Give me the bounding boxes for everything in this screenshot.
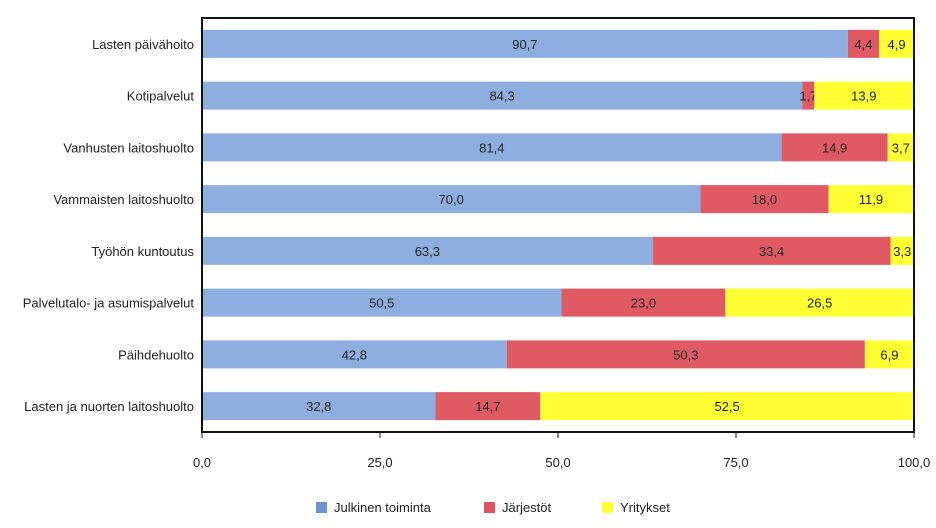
data-label-jarjestot-lasten-paivahoito: 4,4 xyxy=(854,37,872,52)
data-label-julkinen-toiminta-vanhusten-laitoshuolto: 81,4 xyxy=(479,140,504,155)
data-label-yritykset-palvelutalo-ja-asumispalvelut: 26,5 xyxy=(807,296,832,311)
plot-area-frame xyxy=(201,17,915,433)
bar-yritykset-vammaisten-laitoshuolto xyxy=(828,185,914,214)
legend-swatch-julkinen-toiminta xyxy=(316,502,327,513)
category-label-vammaisten-laitoshuolto: Vammaisten laitoshuolto xyxy=(53,192,194,207)
bar-julkinen-toiminta-palvelutalo-ja-asumispalvelut xyxy=(202,288,562,317)
data-label-jarjestot-paihdehuolto: 50,3 xyxy=(673,347,698,362)
data-label-jarjestot-vammaisten-laitoshuolto: 18,0 xyxy=(752,192,777,207)
bar-yritykset-lasten-ja-nuorten-laitoshuolto xyxy=(540,392,914,421)
data-label-jarjestot-vanhusten-laitoshuolto: 14,9 xyxy=(822,140,847,155)
data-label-yritykset-vanhusten-laitoshuolto: 3,7 xyxy=(892,140,910,155)
data-label-yritykset-paihdehuolto: 6,9 xyxy=(880,347,898,362)
bar-jarjestot-palvelutalo-ja-asumispalvelut xyxy=(561,288,726,317)
category-label-vanhusten-laitoshuolto: Vanhusten laitoshuolto xyxy=(63,140,194,155)
bar-julkinen-toiminta-vanhusten-laitoshuolto xyxy=(202,133,782,162)
legend-item-jarjestot: Järjestöt xyxy=(484,500,551,515)
category-label-palvelutalo-ja-asumispalvelut: Palvelutalo- ja asumispalvelut xyxy=(23,296,195,311)
bar-jarjestot-vammaisten-laitoshuolto xyxy=(700,185,829,214)
data-label-jarjestot-tyohon-kuntoutus: 33,4 xyxy=(759,244,784,259)
data-label-yritykset-tyohon-kuntoutus: 3,3 xyxy=(893,244,911,259)
bar-yritykset-lasten-paivahoito xyxy=(879,29,914,58)
legend-item-julkinen-toiminta: Julkinen toiminta xyxy=(316,500,431,515)
data-label-julkinen-toiminta-lasten-paivahoito: 90,7 xyxy=(512,37,537,52)
data-label-yritykset-lasten-ja-nuorten-laitoshuolto: 52,5 xyxy=(714,399,739,414)
x-tick-label-2: 50,0 xyxy=(545,455,570,470)
bar-julkinen-toiminta-vammaisten-laitoshuolto xyxy=(202,185,701,214)
bar-jarjestot-vanhusten-laitoshuolto xyxy=(781,133,888,162)
data-label-julkinen-toiminta-palvelutalo-ja-asumispalvelut: 50,5 xyxy=(369,296,394,311)
bar-julkinen-toiminta-kotipalvelut xyxy=(202,81,803,110)
data-label-julkinen-toiminta-kotipalvelut: 84,3 xyxy=(489,89,514,104)
bar-jarjestot-lasten-ja-nuorten-laitoshuolto xyxy=(435,392,541,421)
x-tick-label-0: 0,0 xyxy=(193,455,211,470)
legend-label-julkinen-toiminta: Julkinen toiminta xyxy=(334,500,431,515)
data-label-julkinen-toiminta-vammaisten-laitoshuolto: 70,0 xyxy=(439,192,464,207)
bar-jarjestot-tyohon-kuntoutus xyxy=(652,236,891,265)
legend: Julkinen toiminta Järjestöt Yritykset xyxy=(0,500,936,522)
legend-swatch-jarjestot xyxy=(484,502,495,513)
legend-label-yritykset: Yritykset xyxy=(620,500,670,515)
bar-yritykset-vanhusten-laitoshuolto xyxy=(887,133,914,162)
data-label-jarjestot-lasten-ja-nuorten-laitoshuolto: 14,7 xyxy=(475,399,500,414)
legend-label-jarjestot: Järjestöt xyxy=(502,500,552,515)
bar-jarjestot-kotipalvelut xyxy=(802,81,815,110)
bar-julkinen-toiminta-lasten-ja-nuorten-laitoshuolto xyxy=(202,392,436,421)
data-label-julkinen-toiminta-tyohon-kuntoutus: 63,3 xyxy=(415,244,440,259)
x-tick-label-4: 100,0 xyxy=(898,455,931,470)
bar-yritykset-tyohon-kuntoutus xyxy=(890,236,914,265)
data-label-julkinen-toiminta-lasten-ja-nuorten-laitoshuolto: 32,8 xyxy=(306,399,331,414)
data-label-yritykset-vammaisten-laitoshuolto: 11,9 xyxy=(859,192,883,207)
data-label-jarjestot-palvelutalo-ja-asumispalvelut: 23,0 xyxy=(631,296,656,311)
data-label-jarjestot-kotipalvelut: 1,7 xyxy=(799,89,817,104)
bar-yritykset-paihdehuolto xyxy=(864,340,914,369)
data-label-yritykset-kotipalvelut: 13,9 xyxy=(851,89,876,104)
category-label-paihdehuolto: Päihdehuolto xyxy=(118,347,194,362)
category-label-lasten-ja-nuorten-laitoshuolto: Lasten ja nuorten laitoshuolto xyxy=(24,399,194,414)
bar-julkinen-toiminta-tyohon-kuntoutus xyxy=(202,236,653,265)
category-label-kotipalvelut: Kotipalvelut xyxy=(127,89,195,104)
bar-yritykset-kotipalvelut xyxy=(814,81,914,110)
legend-swatch-yritykset xyxy=(602,502,613,513)
category-label-lasten-paivahoito: Lasten päivähoito xyxy=(92,37,194,52)
x-tick-label-3: 75,0 xyxy=(723,455,748,470)
bar-julkinen-toiminta-paihdehuolto xyxy=(202,340,507,369)
bar-jarjestot-paihdehuolto xyxy=(506,340,865,369)
bar-julkinen-toiminta-lasten-paivahoito xyxy=(202,29,848,58)
bar-yritykset-palvelutalo-ja-asumispalvelut xyxy=(725,288,914,317)
data-label-julkinen-toiminta-paihdehuolto: 42,8 xyxy=(342,347,367,362)
legend-item-yritykset: Yritykset xyxy=(602,500,670,515)
x-tick-label-1: 25,0 xyxy=(367,455,392,470)
bar-jarjestot-lasten-paivahoito xyxy=(847,29,880,58)
category-label-tyohon-kuntoutus: Työhön kuntoutus xyxy=(91,244,194,259)
data-label-yritykset-lasten-paivahoito: 4,9 xyxy=(888,37,906,52)
